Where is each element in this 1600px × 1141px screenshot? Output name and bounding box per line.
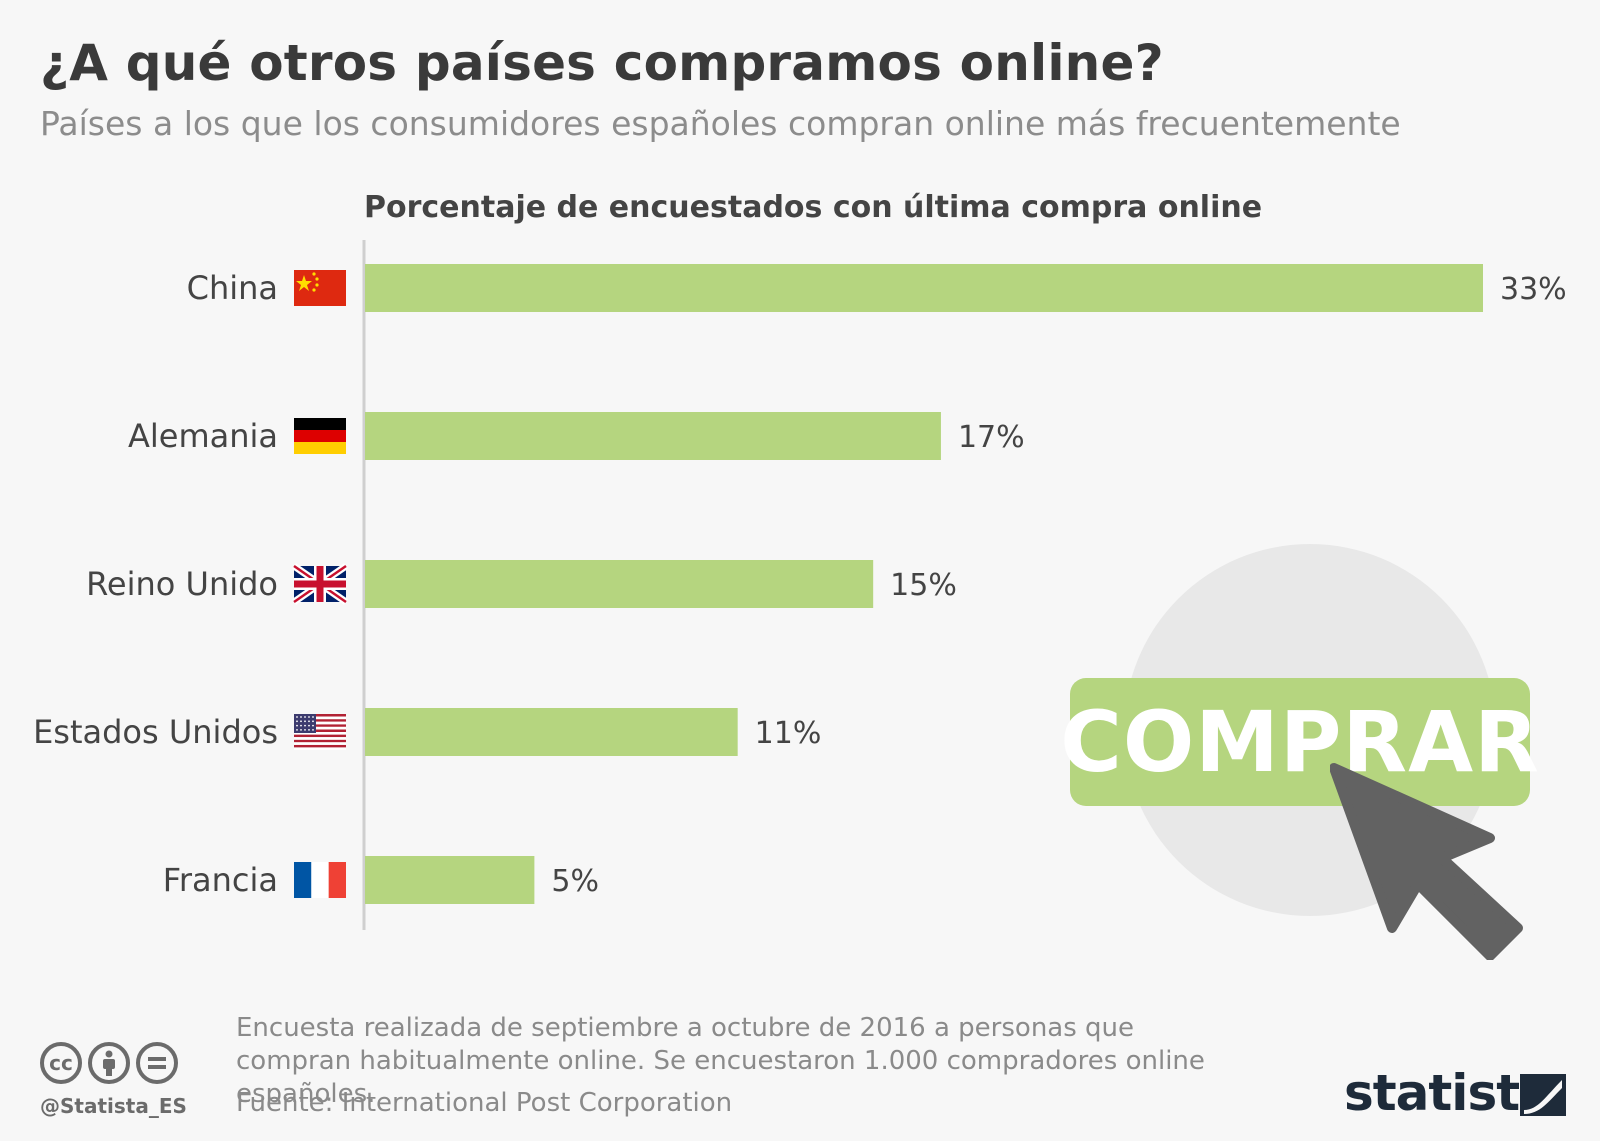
category-label: Francia xyxy=(163,861,278,899)
flag-france-icon xyxy=(294,862,346,898)
bar xyxy=(365,560,874,608)
footer-source: Fuente: International Post Corporation xyxy=(236,1088,733,1118)
twitter-handle: @Statista_ES xyxy=(40,1094,187,1118)
category-label: Alemania xyxy=(128,417,278,455)
cursor-arrow-icon xyxy=(1330,763,1523,960)
category-label: Reino Unido xyxy=(86,565,278,603)
page-title: ¿A qué otros países compramos online? xyxy=(40,34,1164,92)
page-subtitle: Países a los que los consumidores españo… xyxy=(40,104,1401,143)
attribution-icon xyxy=(88,1042,130,1084)
value-label: 11% xyxy=(755,716,822,751)
license-icons: cc xyxy=(40,1042,178,1084)
promo-illustration: COMPRAR xyxy=(1060,540,1540,960)
bar-chart: China 33% Alemania 17% Reino Unido 15% Estados… xyxy=(33,240,1567,930)
bar xyxy=(365,708,738,756)
bar xyxy=(365,412,941,460)
value-label: 5% xyxy=(551,864,599,899)
chart-title: Porcentaje de encuestados con última com… xyxy=(364,190,1263,225)
footer-note: Encuesta realizada de septiembre a octub… xyxy=(236,1013,1205,1109)
statista-logo-icon xyxy=(1520,1074,1566,1116)
category-label: China xyxy=(187,269,278,307)
flag-china-icon xyxy=(294,270,346,306)
flag-uk-icon xyxy=(292,563,348,605)
value-label: 33% xyxy=(1500,272,1567,307)
value-label: 15% xyxy=(890,568,957,603)
value-label: 17% xyxy=(958,420,1025,455)
bar xyxy=(365,264,1483,312)
no-derivatives-icon xyxy=(136,1042,178,1084)
bar xyxy=(365,856,535,904)
brand-logo: statista xyxy=(1344,1064,1553,1122)
category-label: Estados Unidos xyxy=(33,713,278,751)
flag-usa-icon xyxy=(294,714,346,750)
comprar-button: COMPRAR xyxy=(1060,678,1539,806)
cc-icon: cc xyxy=(40,1042,82,1084)
flag-germany-icon xyxy=(294,418,346,454)
